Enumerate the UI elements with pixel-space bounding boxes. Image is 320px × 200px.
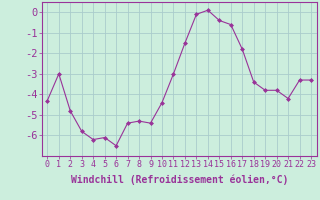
X-axis label: Windchill (Refroidissement éolien,°C): Windchill (Refroidissement éolien,°C) xyxy=(70,175,288,185)
